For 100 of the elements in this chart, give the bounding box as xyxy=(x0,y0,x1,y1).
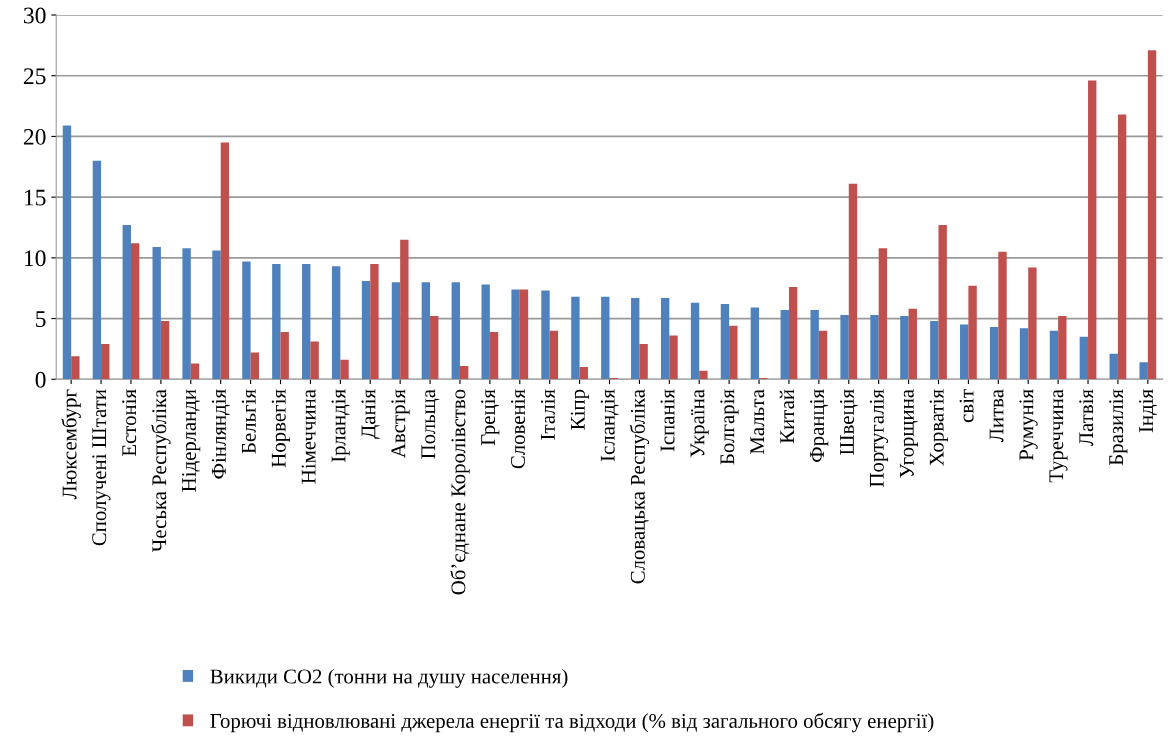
y-tick-label: 20 xyxy=(23,128,46,145)
bar xyxy=(631,297,640,380)
bar xyxy=(152,246,161,380)
bar xyxy=(71,356,80,380)
x-tick-label: Швеція xyxy=(839,389,858,455)
bar xyxy=(62,125,72,380)
bar xyxy=(998,251,1007,380)
legend-label: Викиди CO2 (тонни на душу населення) xyxy=(210,668,568,688)
bar xyxy=(370,263,379,380)
x-tick-label: Ісландія xyxy=(600,389,619,462)
x-tick-label: Фінляндія xyxy=(211,389,230,479)
bar xyxy=(690,302,700,380)
bar xyxy=(870,314,879,380)
bar xyxy=(788,286,798,380)
x-tick-label: Ірландія xyxy=(331,389,350,463)
bar xyxy=(729,325,738,380)
bar xyxy=(601,296,610,380)
bar xyxy=(930,320,939,380)
bar xyxy=(340,359,349,380)
bar xyxy=(361,280,371,380)
bar xyxy=(541,290,550,380)
bar xyxy=(840,314,849,380)
bar xyxy=(669,335,678,380)
bar xyxy=(122,225,131,380)
bar xyxy=(1049,330,1059,380)
bar xyxy=(699,370,708,380)
x-tick-label: Норвегія xyxy=(271,389,290,468)
bar xyxy=(900,316,909,380)
bar xyxy=(511,289,520,380)
x-tick-label: Іспанія xyxy=(660,389,675,452)
x-tick-label: Франція xyxy=(810,389,829,462)
bar xyxy=(481,284,490,380)
x-tick-label: Угорщина xyxy=(899,389,919,478)
x-tick-label: Словенія xyxy=(511,389,525,469)
bar xyxy=(810,310,819,380)
y-tick-label: 15 xyxy=(24,189,46,206)
bar xyxy=(280,331,289,380)
bar xyxy=(1088,80,1097,380)
bar xyxy=(302,263,311,380)
bar xyxy=(989,327,999,380)
x-tick-label: Сполучені Штати xyxy=(92,389,111,546)
bar xyxy=(310,341,319,380)
x-tick-label: Бельгія xyxy=(241,389,256,454)
x-tick-label: Латвія xyxy=(1079,389,1094,446)
bar xyxy=(220,142,230,380)
bar xyxy=(908,308,917,380)
x-tick-label: Італія xyxy=(540,389,555,440)
x-tick-label: Китай xyxy=(779,389,795,444)
x-tick-label: Нідерланди xyxy=(182,389,201,492)
bar xyxy=(549,330,559,380)
x-tick-label: Мальта xyxy=(750,389,765,455)
bar xyxy=(430,316,439,380)
legend-label: Горючі відновлювані джерела енергії та відходи (% від загального обсягу енергії) xyxy=(210,712,934,733)
bar xyxy=(1019,328,1029,380)
bar xyxy=(960,324,969,380)
bar xyxy=(579,367,588,380)
bar xyxy=(1139,362,1148,380)
bar xyxy=(1147,50,1157,380)
bar xyxy=(720,303,730,380)
x-tick-label: Об’єднане Королівство xyxy=(450,389,470,595)
x-tick-label: Бразилія xyxy=(1109,389,1128,466)
y-tick-label: 10 xyxy=(24,250,46,267)
bar xyxy=(818,330,828,380)
bar xyxy=(571,296,580,380)
x-tick-label: Румунія xyxy=(1019,389,1038,461)
x-tick-label: Німеччина xyxy=(301,389,316,484)
bar xyxy=(331,266,341,380)
y-tick-label: 30 xyxy=(24,7,46,24)
x-tick-label: Болгарія xyxy=(720,389,739,465)
bar xyxy=(1109,353,1118,380)
bar xyxy=(1058,316,1067,380)
bar xyxy=(421,282,431,380)
bar xyxy=(848,183,858,380)
bar xyxy=(968,285,977,380)
bar xyxy=(938,225,947,380)
bar xyxy=(212,250,221,380)
x-tick-label: Австрія xyxy=(391,389,410,458)
x-tick-label: Туреччина xyxy=(1049,389,1068,483)
bar xyxy=(190,363,200,380)
x-tick-label: Україна xyxy=(690,389,709,458)
bar xyxy=(250,352,259,380)
bar xyxy=(130,243,140,380)
bar xyxy=(160,320,170,380)
bar xyxy=(459,365,469,380)
bar xyxy=(1028,267,1037,380)
bar xyxy=(750,307,760,380)
bar xyxy=(489,331,499,380)
bar xyxy=(1117,114,1127,380)
x-tick-label: Польща xyxy=(421,389,440,459)
y-tick-label: 25 xyxy=(23,68,46,85)
bar xyxy=(660,297,670,380)
y-tick-label: 0 xyxy=(35,371,46,388)
bar xyxy=(272,263,281,380)
bar xyxy=(451,282,460,380)
x-tick-label: Кіпр xyxy=(570,389,590,430)
x-tick-label: Естонія xyxy=(122,389,137,457)
bar xyxy=(519,289,529,380)
bar xyxy=(1079,336,1089,380)
x-tick-label: Греція xyxy=(481,389,500,446)
bar xyxy=(400,239,409,380)
